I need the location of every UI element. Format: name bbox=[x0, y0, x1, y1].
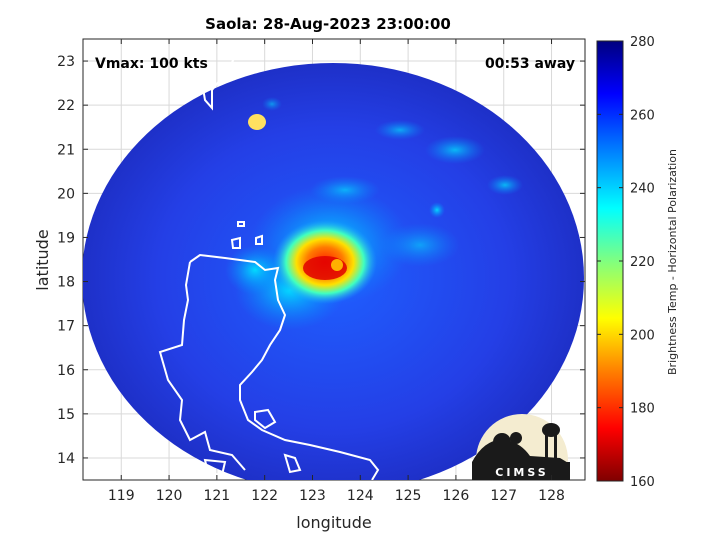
y-tick-label: 23 bbox=[57, 54, 75, 70]
colorbar-tick-label: 260 bbox=[630, 108, 655, 123]
colorbar-ticks: 160 180 200 220 240 260 280 bbox=[597, 35, 655, 490]
x-tick-label: 119 bbox=[108, 488, 135, 504]
logo-text: CIMSS bbox=[495, 466, 548, 479]
colorbar-label: Brightness Temp - Horizontal Polarizatio… bbox=[666, 149, 679, 375]
y-tick-label: 19 bbox=[57, 230, 75, 246]
x-tick-label: 125 bbox=[395, 488, 422, 504]
map-plot: Vmax: 100 kts 00:53 away CIMSS 119 120 121… bbox=[57, 38, 586, 504]
x-axis-label: longitude bbox=[296, 513, 371, 532]
colorbar-tick-label: 160 bbox=[630, 475, 655, 490]
colorbar-tick-label: 220 bbox=[630, 255, 655, 270]
y-tick-label: 17 bbox=[57, 319, 75, 335]
x-tick-label: 122 bbox=[251, 488, 278, 504]
y-tick-label: 22 bbox=[57, 98, 75, 114]
x-tick-label: 121 bbox=[203, 488, 230, 504]
colorbar-tick-label: 180 bbox=[630, 402, 655, 417]
x-axis-ticks: 119 120 121 122 123 124 125 126 127 128 bbox=[108, 39, 565, 504]
y-tick-label: 20 bbox=[57, 186, 75, 202]
cimss-logo: CIMSS bbox=[472, 414, 570, 480]
x-tick-label: 124 bbox=[347, 488, 374, 504]
y-tick-label: 16 bbox=[57, 363, 75, 379]
y-axis-ticks: 14 15 16 17 18 19 20 21 22 23 bbox=[57, 54, 585, 467]
coastlines bbox=[158, 39, 380, 480]
y-tick-label: 15 bbox=[57, 407, 75, 423]
y-tick-label: 21 bbox=[57, 142, 75, 158]
x-tick-label: 123 bbox=[299, 488, 326, 504]
x-tick-label: 128 bbox=[538, 488, 565, 504]
time-away-label: 00:53 away bbox=[485, 56, 575, 72]
storm-eye bbox=[331, 259, 343, 271]
colorbar: 160 180 200 220 240 260 280 Brightness Temp - … bbox=[596, 35, 679, 490]
colorbar-tick-label: 200 bbox=[630, 328, 655, 343]
figure-title: Saola: 28-Aug-2023 23:00:00 bbox=[205, 15, 451, 33]
vmax-label: Vmax: 100 kts bbox=[95, 56, 208, 72]
colorbar-gradient bbox=[596, 40, 624, 482]
x-tick-label: 120 bbox=[156, 488, 183, 504]
colorbar-tick-label: 240 bbox=[630, 182, 655, 197]
y-tick-label: 18 bbox=[57, 275, 75, 291]
y-axis-label: latitude bbox=[33, 229, 52, 290]
x-tick-label: 127 bbox=[490, 488, 517, 504]
y-tick-label: 14 bbox=[57, 451, 75, 467]
x-tick-label: 126 bbox=[443, 488, 470, 504]
storm-core bbox=[273, 220, 377, 304]
colorbar-tick-label: 280 bbox=[630, 35, 655, 50]
